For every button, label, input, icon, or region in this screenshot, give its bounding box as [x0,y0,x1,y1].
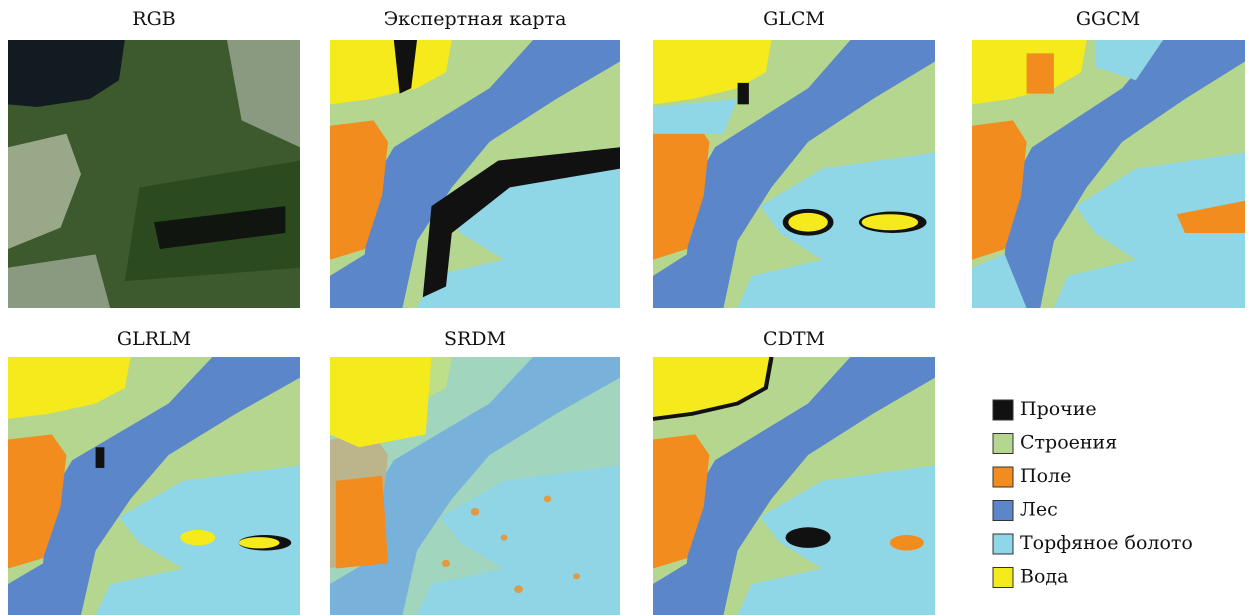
figure-canvas: RGB Экспертная карта GLCM GGCM GLRLM SRDM CDTM… [0,0,1253,615]
panel-title: RGB [132,8,175,30]
legend-label: Строения [1020,432,1117,454]
legend-swatch [993,400,1013,420]
glrlm-map [8,357,300,615]
cdtm-map [653,357,935,615]
panel-title: Экспертная карта [384,8,567,30]
legend-label: Торфяное болото [1020,532,1193,554]
legend-label: Лес [1020,499,1058,521]
legend-swatch [993,467,1013,487]
legend-label: Поле [1020,465,1071,487]
panel-title: GLCM [763,8,825,30]
figure: RGB Экспертная карта GLCM GGCM GLRLM SRDM CDTM… [0,0,1253,615]
panel-title: GLRLM [117,328,191,350]
glcm-map [653,40,935,308]
legend-swatch [993,568,1013,588]
legend-swatch [993,501,1013,521]
panel-title: CDTM [763,328,825,350]
ggcm-map [972,40,1245,308]
srdm-map [330,357,620,615]
expert-map [330,40,620,308]
panel-title: SRDM [444,328,506,350]
panel-title: GGCM [1076,8,1140,30]
legend-label: Вода [1020,566,1068,588]
legend-label: Прочие [1020,398,1097,420]
rgb-image [8,40,300,308]
legend-swatch [993,534,1013,554]
legend-swatch [993,434,1013,454]
